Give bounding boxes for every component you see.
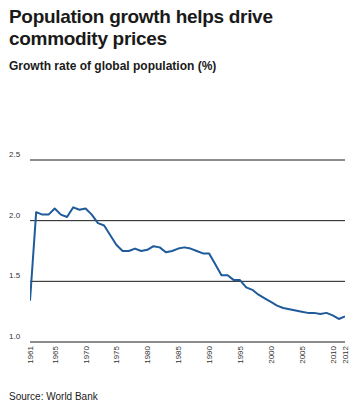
grid-line — [30, 342, 345, 343]
x-tick-label: 2010 — [329, 345, 338, 363]
subtitle: Growth rate of global population (%) — [9, 59, 216, 73]
y-tick-label: 1.0 — [9, 332, 21, 341]
grid-line — [30, 160, 345, 161]
x-tick-label: 2005 — [298, 345, 307, 363]
x-tick-label: 1970 — [82, 345, 91, 363]
y-tick-label: 2.0 — [9, 211, 21, 220]
plot-area — [30, 207, 345, 319]
x-tick-label: 1990 — [205, 345, 214, 363]
x-tick-label: 2000 — [267, 345, 276, 363]
grid-line — [30, 281, 345, 282]
source: Source: World Bank — [9, 391, 99, 402]
x-tick-label: 1985 — [174, 345, 183, 363]
x-tick-label: 1975 — [112, 345, 121, 363]
x-tick-label: 2012 — [341, 345, 350, 363]
data-line — [30, 207, 345, 319]
chart: 1.0 1.5 2.0 2.5 1961 1965 1970 1975 1980 1985 1990… — [0, 0, 360, 408]
y-tick-label: 2.5 — [9, 150, 21, 159]
y-tick-label: 1.5 — [9, 271, 21, 280]
grid-line — [30, 220, 345, 221]
x-tick-label: 1995 — [236, 345, 245, 363]
title: Population growth helps drive commodity … — [9, 6, 339, 50]
x-tick-label: 1980 — [143, 345, 152, 363]
x-tick-label: 1961 — [26, 345, 35, 363]
x-tick-label: 1965 — [51, 345, 60, 363]
